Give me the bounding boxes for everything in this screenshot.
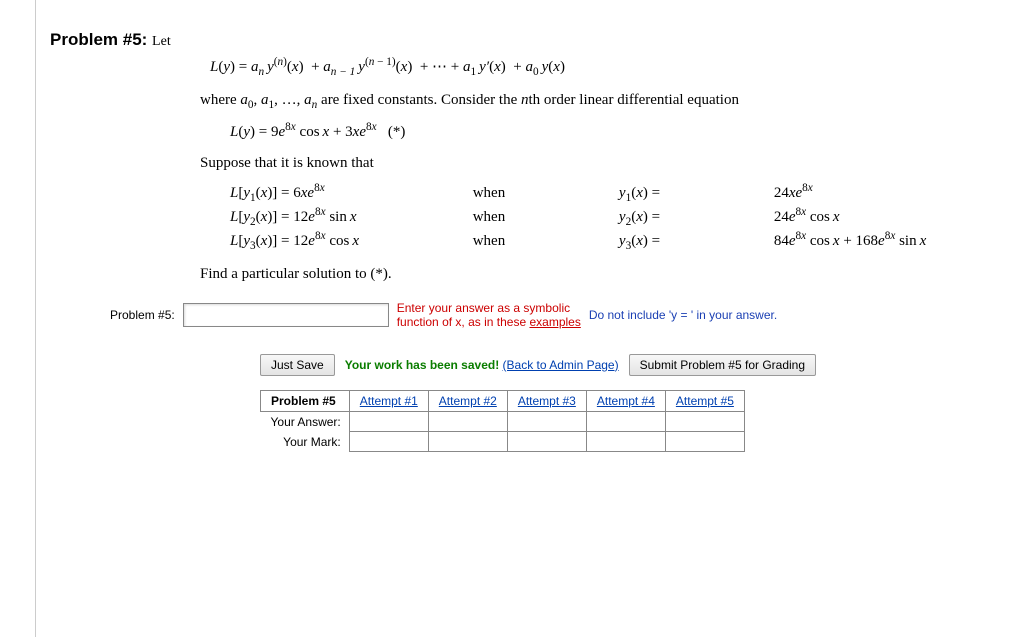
where-line: where a0, a1, …, an are fixed constants.… (200, 92, 1024, 111)
attempt-col-5: Attempt #5 (665, 390, 744, 411)
eq-row-1-when: when (473, 185, 603, 202)
answer-label: Problem #5: (110, 308, 175, 322)
attempt-link-3[interactable]: Attempt #3 (518, 394, 576, 408)
eq-row-2-when: when (473, 209, 603, 226)
operator-definition: L(y) = an y(n)(x) + an − 1 y(n − 1)(x) +… (210, 56, 1024, 78)
your-answer-label: Your Answer: (261, 411, 350, 432)
no-include-note: Do not include 'y = ' in your answer. (589, 308, 777, 322)
page: Problem #5: Let L(y) = an y(n)(x) + an −… (0, 0, 1024, 637)
saved-text: Your work has been saved! (345, 358, 500, 372)
attempt-table: Problem #5 Attempt #1 Attempt #2 Attempt… (260, 390, 745, 453)
saved-message: Your work has been saved! (Back to Admin… (345, 358, 619, 372)
mark-cell-5 (665, 432, 744, 452)
eq-row-3-y: y3(x) = (619, 233, 758, 252)
save-bar: Just Save Your work has been saved! (Bac… (260, 354, 1024, 376)
ans-cell-3 (507, 411, 586, 432)
eq-row-2-val: 24e8x cos x (774, 206, 1024, 226)
mark-cell-1 (349, 432, 428, 452)
eq-row-1-val: 24xe8x (774, 182, 1024, 202)
attempt-col-1: Attempt #1 (349, 390, 428, 411)
answer-hint: Enter your answer as a symbolic function… (397, 301, 581, 330)
find-line: Find a particular solution to (*). (200, 266, 1024, 283)
attempt-header-row: Problem #5 Attempt #1 Attempt #2 Attempt… (261, 390, 745, 411)
eq-row-3-lhs: L[y3(x)] = 12e8x cos x (230, 230, 457, 252)
attempt-link-1[interactable]: Attempt #1 (360, 394, 418, 408)
problem-number: Problem #5: (50, 30, 147, 49)
eq-row-3-val: 84e8x cos x + 168e8x sin x (774, 230, 1024, 250)
mark-cell-3 (507, 432, 586, 452)
suppose-line: Suppose that it is known that (200, 155, 1024, 172)
let-word: Let (152, 34, 171, 49)
eq-row-2-lhs: L[y2(x)] = 12e8x sin x (230, 206, 457, 228)
ans-cell-2 (428, 411, 507, 432)
hint-line-2: function of x, as in these (397, 315, 526, 329)
attempt-link-2[interactable]: Attempt #2 (439, 394, 497, 408)
hint-line-1: Enter your answer as a symbolic (397, 301, 570, 315)
back-admin-link[interactable]: (Back to Admin Page) (503, 358, 619, 372)
eq-row-3-when: when (473, 233, 603, 250)
submit-button[interactable]: Submit Problem #5 for Grading (629, 354, 816, 376)
eq-row-1-lhs: L[y1(x)] = 6xe8x (230, 182, 457, 204)
left-divider (35, 0, 36, 637)
examples-link[interactable]: examples (529, 315, 580, 329)
attempt-col-2: Attempt #2 (428, 390, 507, 411)
your-mark-row: Your Mark: (261, 432, 745, 452)
problem-heading: Problem #5: Let (50, 30, 1024, 50)
ans-cell-1 (349, 411, 428, 432)
eq-row-2-y: y2(x) = (619, 209, 758, 228)
your-answer-row: Your Answer: (261, 411, 745, 432)
just-save-button[interactable]: Just Save (260, 354, 335, 376)
target-equation: L(y) = 9e8x cos x + 3xe8x (*) (230, 121, 1024, 141)
attempt-link-4[interactable]: Attempt #4 (597, 394, 655, 408)
eq-row-1-y: y1(x) = (619, 185, 758, 204)
mark-cell-2 (428, 432, 507, 452)
your-mark-label: Your Mark: (261, 432, 350, 452)
attempt-link-5[interactable]: Attempt #5 (676, 394, 734, 408)
attempt-col-3: Attempt #3 (507, 390, 586, 411)
ans-cell-4 (586, 411, 665, 432)
answer-row: Problem #5: Enter your answer as a symbo… (110, 301, 1024, 330)
answer-input[interactable] (183, 303, 389, 327)
known-equations: L[y1(x)] = 6xe8x when y1(x) = 24xe8x L[y… (230, 182, 1024, 252)
ans-cell-5 (665, 411, 744, 432)
attempt-title: Problem #5 (261, 390, 350, 411)
attempt-col-4: Attempt #4 (586, 390, 665, 411)
mark-cell-4 (586, 432, 665, 452)
